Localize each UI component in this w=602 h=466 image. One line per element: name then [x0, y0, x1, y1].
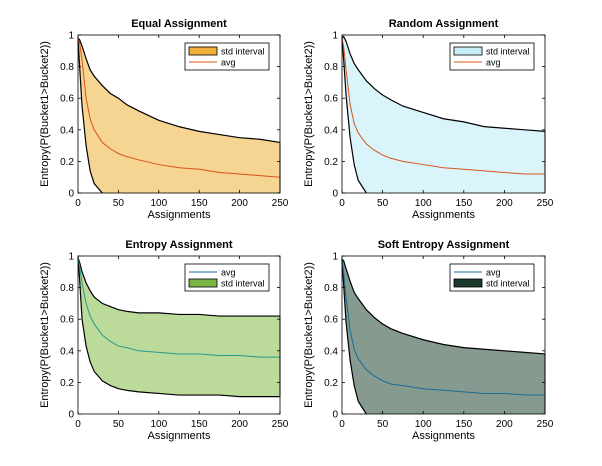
subplot-2: 0 50 100 150 200 250 0 0.2 0.4 0.6 0.8 1 Random Assi…: [303, 18, 554, 221]
legend-std-swatch: [188, 278, 218, 288]
y-tick-label: 0.6: [60, 94, 74, 105]
y-tick-label: 0.6: [324, 315, 338, 326]
x-tick-label: 50: [113, 419, 125, 430]
y-tick-label: 0.6: [60, 315, 74, 326]
std-interval-band: [78, 257, 280, 397]
x-tick-label: 150: [191, 419, 208, 430]
x-axis-label: Assignments: [148, 209, 211, 221]
x-tick-label: 200: [231, 198, 248, 209]
legend-label: avg: [486, 268, 501, 278]
avg-line: [77, 257, 280, 358]
x-tick-label: 250: [272, 198, 289, 209]
y-tick-label: 0.4: [324, 125, 338, 136]
legend-label: avg: [486, 58, 501, 68]
y-tick-label: 0.8: [60, 62, 74, 73]
legend-std-swatch: [453, 278, 483, 288]
y-tick-label: 0.4: [60, 346, 74, 357]
y-axis-label: Entropy(P(Bucket1>Bucket2)): [39, 262, 51, 408]
legend-std-swatch: [188, 46, 218, 56]
subplot-1: 0 50 100 150 200 250 0 0.2 0.4 0.6 0.8 1 Equal Assig…: [39, 18, 289, 221]
std-interval-band: [342, 259, 545, 414]
x-tick-label: 250: [537, 419, 554, 430]
std-interval-band: [342, 36, 545, 193]
x-tick-label: 0: [339, 419, 345, 430]
x-tick-label: 50: [113, 198, 125, 209]
legend-label: std interval: [221, 47, 265, 57]
x-tick-label: 250: [272, 419, 289, 430]
legend-label: std interval: [486, 47, 530, 57]
std-upper-line: [341, 35, 546, 132]
legend-label: std interval: [486, 279, 530, 289]
avg-line: [341, 259, 545, 396]
x-tick-label: 100: [150, 198, 167, 209]
axes-frame: [341, 255, 546, 415]
axes-frame: [77, 34, 281, 194]
x-tick-label: 200: [496, 419, 513, 430]
x-tick-label: 0: [75, 198, 81, 209]
y-tick-label: 1: [68, 31, 74, 42]
avg-line: [341, 38, 545, 175]
y-axis-label: Entropy(P(Bucket1>Bucket2)): [303, 262, 315, 408]
y-tick-label: 0.8: [324, 283, 338, 294]
x-tick-label: 150: [191, 198, 208, 209]
x-tick-label: 100: [415, 419, 432, 430]
y-tick-label: 0.2: [324, 157, 338, 168]
x-axis-label: Assignments: [412, 430, 475, 442]
std-upper-line: [77, 257, 280, 317]
std-lower-line: [77, 257, 280, 398]
x-tick-label: 200: [231, 419, 248, 430]
y-tick-label: 0.8: [324, 62, 338, 73]
y-tick-label: 1: [332, 252, 338, 263]
x-axis-label: Assignments: [412, 209, 475, 221]
std-lower-line: [341, 259, 367, 415]
legend-label: std interval: [221, 279, 265, 289]
legend-label: avg: [221, 58, 236, 68]
y-axis-label: Entropy(P(Bucket1>Bucket2)): [39, 41, 51, 187]
y-tick-label: 0.6: [324, 94, 338, 105]
y-tick-label: 0: [68, 189, 74, 200]
y-tick-label: 0: [332, 410, 338, 421]
x-tick-label: 100: [150, 419, 167, 430]
subplot-title: Random Assignment: [389, 18, 499, 30]
y-tick-label: 1: [68, 252, 74, 263]
x-tick-label: 0: [339, 198, 345, 209]
x-tick-label: 200: [496, 198, 513, 209]
x-tick-label: 100: [415, 198, 432, 209]
x-tick-label: 150: [455, 419, 472, 430]
legend-label: avg: [221, 268, 236, 278]
std-upper-line: [77, 37, 281, 144]
legend-std-swatch: [453, 46, 483, 56]
subplot-title: Soft Entropy Assignment: [378, 239, 510, 251]
x-tick-label: 250: [537, 198, 554, 209]
y-tick-label: 0: [332, 189, 338, 200]
subplot-3: 0 50 100 150 200 250 0 0.2 0.4 0.6 0.8 1 Entropy Ass…: [39, 239, 289, 442]
x-tick-label: 50: [377, 419, 389, 430]
x-axis-label: Assignments: [148, 430, 211, 442]
std-interval-band: [78, 38, 280, 193]
axes-frame: [341, 34, 546, 194]
subplot-title: Entropy Assignment: [125, 239, 232, 251]
avg-line: [77, 37, 281, 178]
subplot-title: Equal Assignment: [131, 18, 227, 30]
x-tick-label: 150: [455, 198, 472, 209]
y-tick-label: 0.4: [324, 346, 338, 357]
x-tick-label: 50: [377, 198, 389, 209]
y-axis-label: Entropy(P(Bucket1>Bucket2)): [303, 41, 315, 187]
y-tick-label: 0: [68, 410, 74, 421]
x-tick-label: 0: [75, 419, 81, 430]
y-tick-label: 0.2: [60, 378, 74, 389]
y-tick-label: 0.8: [60, 283, 74, 294]
std-upper-line: [341, 258, 546, 355]
subplot-4: 0 50 100 150 200 250 0 0.2 0.4 0.6 0.8 1 Soft Entrop…: [303, 239, 554, 442]
y-tick-label: 0.2: [324, 378, 338, 389]
y-tick-label: 0.2: [60, 157, 74, 168]
y-tick-label: 0.4: [60, 125, 74, 136]
std-lower-line: [341, 38, 367, 194]
axes-frame: [77, 255, 281, 415]
y-tick-label: 1: [332, 31, 338, 42]
